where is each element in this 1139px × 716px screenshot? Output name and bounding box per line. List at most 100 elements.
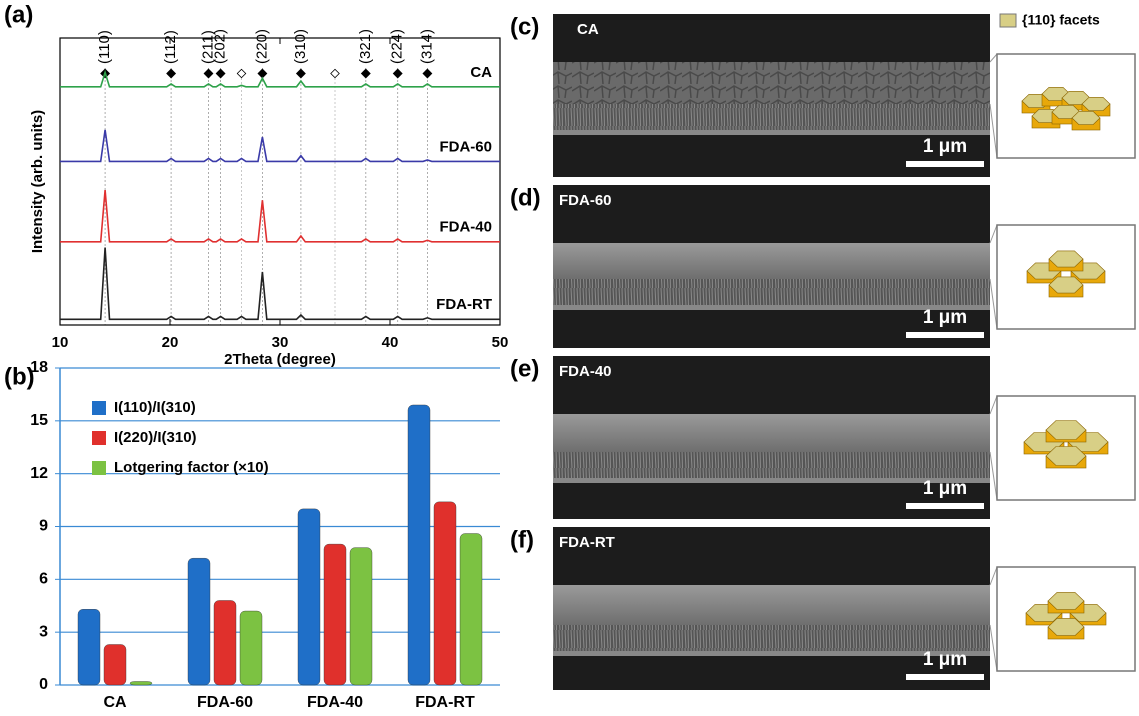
x-axis-label: 2Theta (degree) bbox=[224, 351, 336, 368]
x-tick-label: FDA-RT bbox=[415, 694, 475, 711]
series-label: CA bbox=[470, 64, 492, 81]
series-label: FDA-RT bbox=[436, 296, 492, 313]
bar bbox=[213, 600, 237, 686]
bar bbox=[239, 610, 263, 686]
crystal-facet bbox=[1045, 446, 1087, 466]
legend-swatch bbox=[92, 401, 106, 415]
scale-bar bbox=[906, 332, 984, 338]
xrd-trace bbox=[60, 190, 500, 243]
x-tick-label: 30 bbox=[272, 334, 289, 351]
series-label: FDA-40 bbox=[439, 219, 492, 236]
glass bbox=[553, 478, 990, 483]
substrate-layer bbox=[553, 625, 990, 651]
glass bbox=[553, 651, 990, 656]
scale-bar bbox=[906, 161, 984, 167]
film-layer bbox=[553, 414, 990, 452]
y-tick-label: 9 bbox=[39, 518, 48, 535]
substrate-layer bbox=[553, 279, 990, 305]
xrd-trace bbox=[60, 69, 500, 88]
series-label: FDA-60 bbox=[439, 138, 492, 155]
crystal-facet bbox=[1071, 111, 1101, 125]
y-tick-label: 12 bbox=[30, 465, 48, 482]
crystal-facet bbox=[1045, 420, 1087, 440]
y-tick-label: 15 bbox=[30, 412, 48, 429]
reflection-label: (110) bbox=[96, 30, 113, 64]
scale-bar bbox=[906, 503, 984, 509]
impurity-marker bbox=[236, 68, 247, 79]
film-layer bbox=[553, 62, 990, 104]
y-axis-label: Intensity (arb. units) bbox=[29, 110, 46, 253]
reflection-marker bbox=[360, 68, 371, 79]
scale-bar bbox=[906, 674, 984, 680]
x-tick-label: 50 bbox=[492, 334, 509, 351]
crystal-facet bbox=[1047, 592, 1085, 610]
callout bbox=[989, 566, 998, 672]
panel-label: (e) bbox=[510, 355, 539, 382]
x-tick-label: 20 bbox=[162, 334, 179, 351]
panel-label: (a) bbox=[4, 1, 33, 28]
legend-label: I(220)/I(310) bbox=[114, 429, 197, 446]
reflection-marker bbox=[166, 68, 177, 79]
crystal-facet bbox=[1048, 250, 1084, 268]
sample-label: FDA-60 bbox=[559, 192, 612, 209]
legend-swatch bbox=[92, 461, 106, 475]
reflection-label: (224) bbox=[389, 29, 406, 64]
callout bbox=[989, 53, 998, 159]
reflection-label: (314) bbox=[418, 29, 435, 64]
crystal-facet bbox=[1047, 618, 1085, 636]
plot-frame bbox=[59, 37, 501, 326]
crystal-facet bbox=[1048, 276, 1084, 294]
bar bbox=[323, 543, 347, 686]
panel-label: (c) bbox=[510, 13, 539, 40]
x-tick-label: CA bbox=[103, 694, 127, 711]
reflection-label: (220) bbox=[253, 29, 270, 64]
xrd-trace bbox=[60, 129, 500, 163]
scale-label: 1 μm bbox=[923, 649, 967, 670]
sample-label: CA bbox=[577, 21, 599, 38]
reflection-marker bbox=[295, 68, 306, 79]
reflection-label: (321) bbox=[357, 29, 374, 64]
bar bbox=[103, 644, 127, 686]
bar bbox=[187, 558, 211, 686]
substrate-layer bbox=[553, 452, 990, 478]
panel-label: (b) bbox=[4, 363, 35, 390]
y-tick-label: 18 bbox=[30, 359, 48, 376]
crystal-facet bbox=[1081, 97, 1111, 111]
reflection-marker bbox=[215, 68, 226, 79]
bar bbox=[129, 681, 153, 686]
impurity-marker bbox=[330, 68, 340, 79]
y-tick-label: 0 bbox=[39, 676, 48, 693]
callout bbox=[989, 395, 998, 501]
reflection-label: (112) bbox=[162, 30, 179, 64]
reflection-marker bbox=[422, 68, 433, 79]
x-tick-label: FDA-40 bbox=[307, 694, 363, 711]
facet-swatch bbox=[999, 13, 1017, 28]
facet-legend: {110} facets bbox=[1022, 12, 1100, 28]
y-tick-label: 3 bbox=[39, 623, 48, 640]
bar bbox=[349, 547, 373, 686]
bar bbox=[459, 533, 483, 686]
glass bbox=[553, 305, 990, 310]
reflection-marker bbox=[203, 68, 214, 79]
sample-label: FDA-40 bbox=[559, 363, 612, 380]
legend-label: I(110)/I(310) bbox=[114, 399, 196, 416]
scale-label: 1 μm bbox=[923, 307, 967, 328]
y-tick-label: 6 bbox=[39, 571, 48, 588]
xrd-trace bbox=[60, 247, 500, 321]
substrate-layer bbox=[553, 104, 990, 130]
reflection-marker bbox=[392, 68, 403, 79]
film-layer bbox=[553, 585, 990, 625]
bar bbox=[297, 508, 321, 686]
x-tick-label: 10 bbox=[52, 334, 69, 351]
sample-label: FDA-RT bbox=[559, 534, 615, 551]
callout bbox=[989, 224, 998, 330]
scale-label: 1 μm bbox=[923, 136, 967, 157]
bar bbox=[407, 404, 431, 686]
legend-label: Lotgering factor (×10) bbox=[114, 459, 269, 476]
x-tick-label: 40 bbox=[382, 334, 399, 351]
film-layer bbox=[553, 243, 990, 279]
panel-label: (f) bbox=[510, 526, 534, 553]
reflection-label: (202) bbox=[212, 29, 229, 64]
x-tick-label: FDA-60 bbox=[197, 694, 253, 711]
